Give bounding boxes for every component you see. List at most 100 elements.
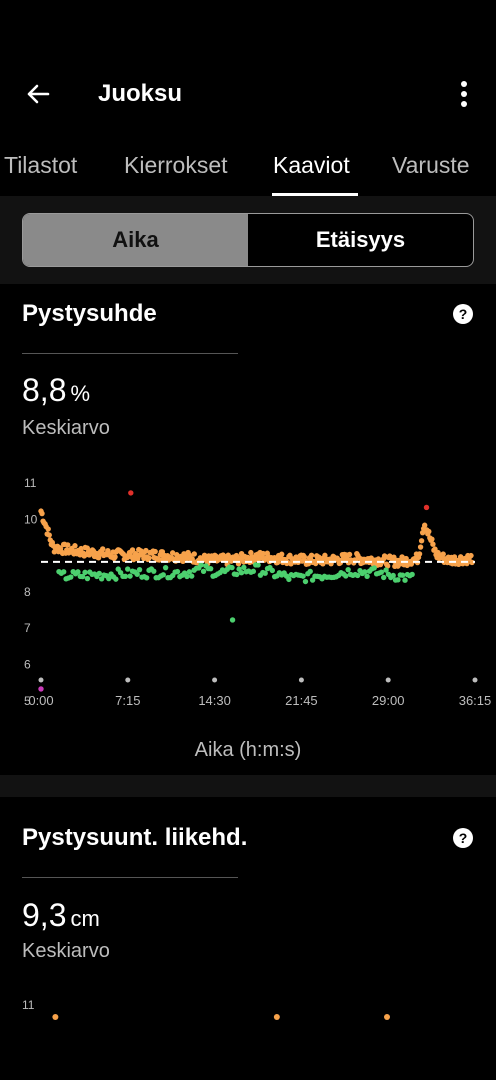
data-point	[248, 549, 254, 556]
data-point	[184, 573, 190, 580]
tab-kierrokset[interactable]: Kierrokset	[124, 152, 228, 178]
data-point	[468, 552, 474, 559]
x-tick-dot	[212, 677, 218, 683]
data-point	[395, 577, 401, 583]
tab-tilastot[interactable]: Tilastot	[4, 152, 78, 178]
data-point	[127, 573, 133, 579]
data-point	[383, 567, 389, 573]
y-tick-label: 6	[24, 658, 31, 672]
more-vert-icon[interactable]	[452, 78, 476, 110]
data-point	[384, 1014, 391, 1020]
data-point	[375, 556, 382, 562]
data-point	[343, 573, 349, 579]
data-point	[152, 548, 158, 555]
card-separator	[0, 775, 496, 797]
card-title: Pystysuhde	[22, 300, 157, 327]
x-tick-label: 14:30	[198, 693, 231, 708]
data-point	[143, 575, 150, 581]
time-distance-toggle: Aika Etäisyys	[22, 213, 474, 267]
data-point	[200, 568, 207, 575]
data-point	[113, 576, 119, 582]
data-point	[198, 562, 204, 568]
data-point	[302, 578, 309, 585]
data-point	[354, 572, 361, 579]
card-title: Pystysuunt. liikehd.	[22, 824, 248, 851]
average-label: Keskiarvo	[22, 417, 110, 439]
x-tick-dot	[298, 677, 304, 683]
segment-container: Aika Etäisyys	[0, 196, 496, 284]
average-label: Keskiarvo	[22, 940, 110, 962]
data-point	[96, 570, 102, 577]
vertical-oscillation-card: Pystysuunt. liikehd. ? 9,3 cm Keskiarvo 1…	[0, 797, 496, 1080]
x-tick-dot	[385, 677, 391, 683]
data-point	[146, 555, 152, 561]
data-point	[426, 528, 432, 535]
data-point	[128, 490, 134, 496]
data-point	[430, 541, 436, 547]
vertical-oscillation-chart: 11	[22, 998, 391, 1020]
data-point	[39, 510, 45, 517]
y-tick-label: 8	[24, 585, 31, 599]
data-point	[255, 562, 261, 568]
data-point	[279, 551, 285, 557]
data-point	[60, 569, 67, 575]
x-axis-label: Aika (h:m:s)	[194, 739, 302, 761]
data-point	[75, 569, 81, 575]
data-point	[72, 543, 78, 549]
arrow-left-icon[interactable]	[22, 78, 54, 110]
data-point	[429, 536, 435, 542]
tab-kaaviot[interactable]: Kaaviot	[273, 152, 350, 178]
x-tick-label: 36:15	[459, 693, 492, 708]
vertical-ratio-card: Pystysuhde ? 8,8% Keskiarvo 11 10 8 7 6 5 0:00…	[0, 284, 496, 775]
data-point	[143, 547, 149, 554]
x-tick-label: 29:00	[372, 693, 405, 708]
data-point	[229, 617, 236, 623]
tab-indicator	[272, 193, 358, 196]
data-point	[105, 547, 111, 554]
segment-distance[interactable]: Etäisyys	[315, 227, 406, 252]
average-value: 8,8%	[22, 372, 90, 409]
help-icon[interactable]: ?	[453, 304, 473, 324]
data-point	[124, 566, 131, 572]
data-point	[112, 554, 118, 560]
x-tick-label: 7:15	[115, 693, 140, 708]
data-point	[136, 566, 143, 573]
data-point	[151, 568, 157, 574]
data-point	[106, 575, 112, 582]
data-point	[378, 569, 385, 575]
data-point	[418, 538, 425, 544]
x-tick-dot	[38, 677, 44, 683]
data-point	[399, 572, 406, 578]
help-icon[interactable]: ?	[453, 828, 473, 848]
data-point	[421, 522, 428, 528]
average-unit: %	[70, 381, 91, 406]
data-point	[250, 568, 257, 575]
data-point	[78, 545, 84, 552]
data-point	[307, 568, 313, 575]
data-point	[174, 568, 181, 575]
x-tick-dot	[472, 677, 478, 683]
data-point	[191, 551, 197, 557]
y-tick-label: 10	[24, 512, 38, 526]
data-point	[100, 546, 106, 552]
x-tick-label: 21:45	[285, 693, 318, 708]
data-point	[300, 573, 306, 579]
data-point	[402, 577, 408, 583]
data-point	[390, 572, 396, 579]
data-point	[234, 571, 240, 578]
segment-time[interactable]: Aika	[23, 214, 248, 266]
tab-varuste[interactable]: Varuste	[392, 152, 470, 178]
y-tick-label: 7	[24, 621, 31, 635]
page-title: Juoksu	[98, 80, 183, 107]
data-point	[416, 551, 423, 557]
data-point	[160, 572, 166, 578]
data-point	[440, 551, 446, 557]
data-point	[180, 558, 186, 565]
data-point	[260, 550, 266, 557]
data-point	[417, 544, 424, 550]
data-point	[403, 555, 409, 562]
vertical-ratio-chart: 11 10 8 7 6 50:00 7:15 14:30 21:45 29:00 36:15	[24, 476, 492, 708]
data-point	[79, 573, 86, 580]
data-point	[241, 564, 247, 571]
data-point	[84, 575, 91, 582]
